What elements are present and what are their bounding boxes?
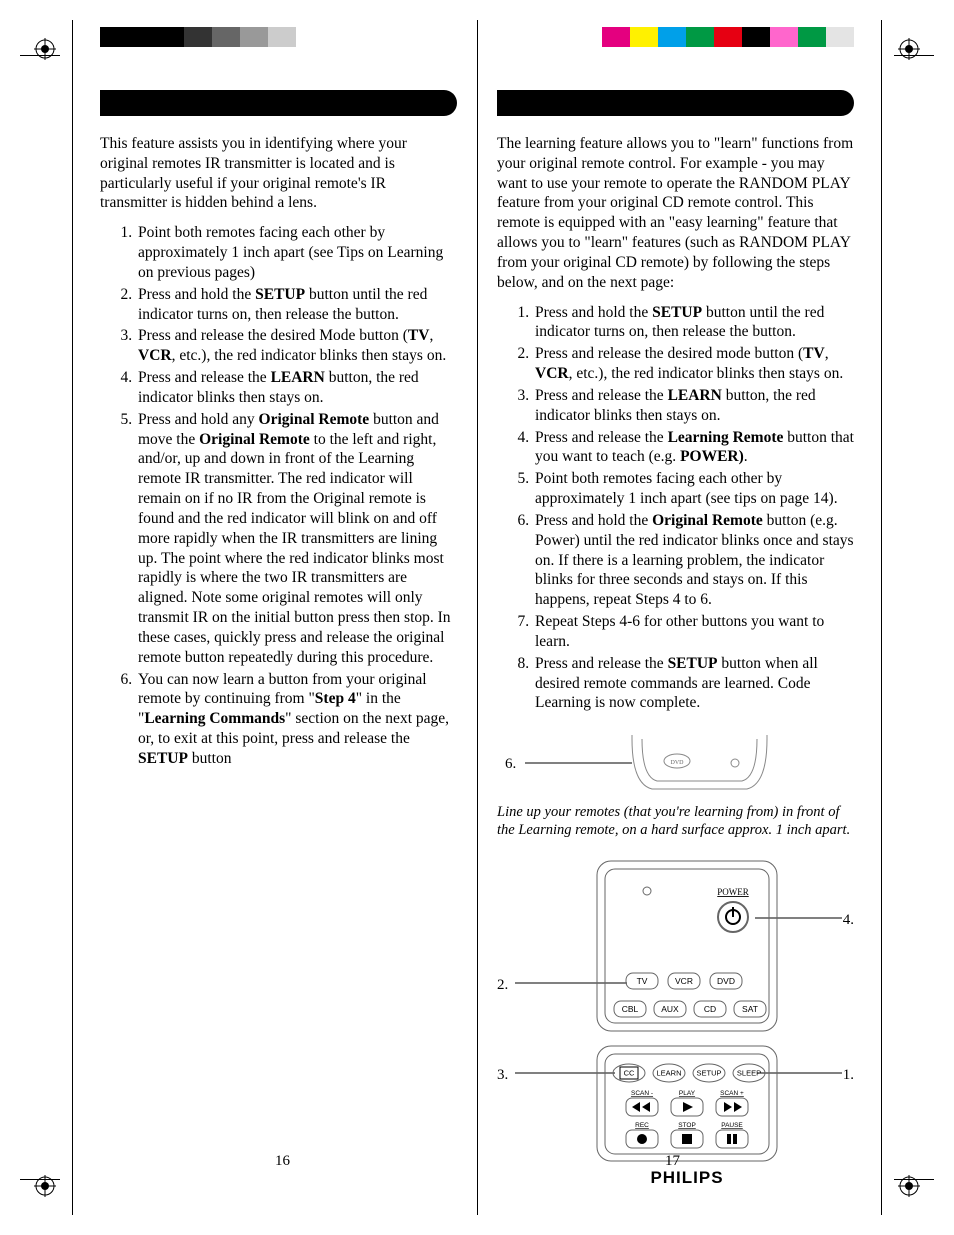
steps-right: Press and hold the SETUP button until th…: [497, 303, 854, 714]
swatch: [602, 27, 630, 47]
power-icon: [726, 907, 740, 924]
left-column: This feature assists you in identifying …: [100, 90, 457, 1145]
swatch: [658, 27, 686, 47]
registration-mark-icon: [34, 1175, 56, 1197]
step-item: You can now learn a button from your ori…: [136, 670, 457, 769]
svg-text:PLAY: PLAY: [679, 1090, 696, 1097]
swatch: [296, 27, 324, 47]
diagram-caption: Line up your remotes (that you're learni…: [497, 803, 854, 839]
svg-text:CBL: CBL: [622, 1004, 639, 1014]
swatch: [826, 27, 854, 47]
svg-text:SLEEP: SLEEP: [737, 1069, 761, 1078]
svg-text:PAUSE: PAUSE: [721, 1122, 743, 1129]
crop-rule-right: [881, 20, 882, 1215]
diagram-area: 6. DVD Line up your remotes (that you're…: [497, 727, 854, 1191]
step-item: Press and release the Learning Remote bu…: [533, 428, 854, 468]
step-item: Repeat Steps 4-6 for other buttons you w…: [533, 612, 854, 652]
swatch: [100, 27, 128, 47]
svg-text:SETUP: SETUP: [696, 1069, 721, 1078]
swatch: [240, 27, 268, 47]
svg-text:AUX: AUX: [661, 1004, 679, 1014]
step-item: Press and hold any Original Remote butto…: [136, 410, 457, 668]
svg-text:SCAN -: SCAN -: [631, 1090, 653, 1097]
page-columns: This feature assists you in identifying …: [100, 90, 854, 1145]
step-item: Point both remotes facing each other by …: [136, 223, 457, 282]
color-calibration-bar-right: [574, 27, 854, 47]
swatch: [714, 27, 742, 47]
step-item: Press and release the desired Mode butto…: [136, 326, 457, 366]
section-header-left: [100, 90, 457, 116]
svg-text:STOP: STOP: [678, 1122, 696, 1129]
registration-mark-icon: [898, 1175, 920, 1197]
step-item: Press and hold the SETUP button until th…: [136, 285, 457, 325]
section-header-right: [497, 90, 854, 116]
remote-diagram: POWER TV VCR DVD CBL AUX CD SAT CC LEARN SETUP SL…: [497, 851, 857, 1191]
swatch: [128, 27, 156, 47]
brand-label: PHILIPS: [650, 1168, 723, 1187]
page-number-right: 17: [665, 1153, 680, 1170]
swatch: [574, 27, 602, 47]
swatch: [742, 27, 770, 47]
svg-text:CC: CC: [624, 1069, 635, 1078]
intro-right: The learning feature allows you to "lear…: [497, 134, 854, 293]
svg-text:LEARN: LEARN: [656, 1069, 681, 1078]
intro-left: This feature assists you in identifying …: [100, 134, 457, 213]
page-number-left: 16: [275, 1153, 290, 1170]
step-item: Press and release the SETUP button when …: [533, 654, 854, 713]
svg-text:DVD: DVD: [717, 976, 735, 986]
step-item: Press and hold the SETUP button until th…: [533, 303, 854, 343]
svg-text:SCAN +: SCAN +: [720, 1090, 744, 1097]
swatch: [212, 27, 240, 47]
swatch: [770, 27, 798, 47]
svg-text:TV: TV: [637, 976, 648, 986]
svg-text:SAT: SAT: [742, 1004, 758, 1014]
svg-text:REC: REC: [635, 1122, 649, 1129]
svg-text:CD: CD: [704, 1004, 716, 1014]
right-column: The learning feature allows you to "lear…: [497, 90, 854, 1145]
swatch: [184, 27, 212, 47]
swatch: [268, 27, 296, 47]
step-item: Press and release the LEARN button, the …: [533, 386, 854, 426]
step-item: Point both remotes facing each other by …: [533, 469, 854, 509]
step-item: Press and release the LEARN button, the …: [136, 368, 457, 408]
swatch: [156, 27, 184, 47]
svg-text:VCR: VCR: [675, 976, 693, 986]
remote-alignment-diagram: DVD: [497, 727, 857, 797]
swatch: [686, 27, 714, 47]
power-label: POWER: [717, 887, 749, 897]
steps-left: Point both remotes facing each other by …: [100, 223, 457, 768]
swatch: [630, 27, 658, 47]
swatch: [798, 27, 826, 47]
registration-mark-icon: [34, 38, 56, 60]
svg-text:DVD: DVD: [671, 760, 685, 766]
crop-rule-left: [72, 20, 73, 1215]
step-item: Press and release the desired mode butto…: [533, 344, 854, 384]
registration-mark-icon: [898, 38, 920, 60]
color-calibration-bar-left: [100, 27, 324, 47]
step-item: Press and hold the Original Remote butto…: [533, 511, 854, 610]
